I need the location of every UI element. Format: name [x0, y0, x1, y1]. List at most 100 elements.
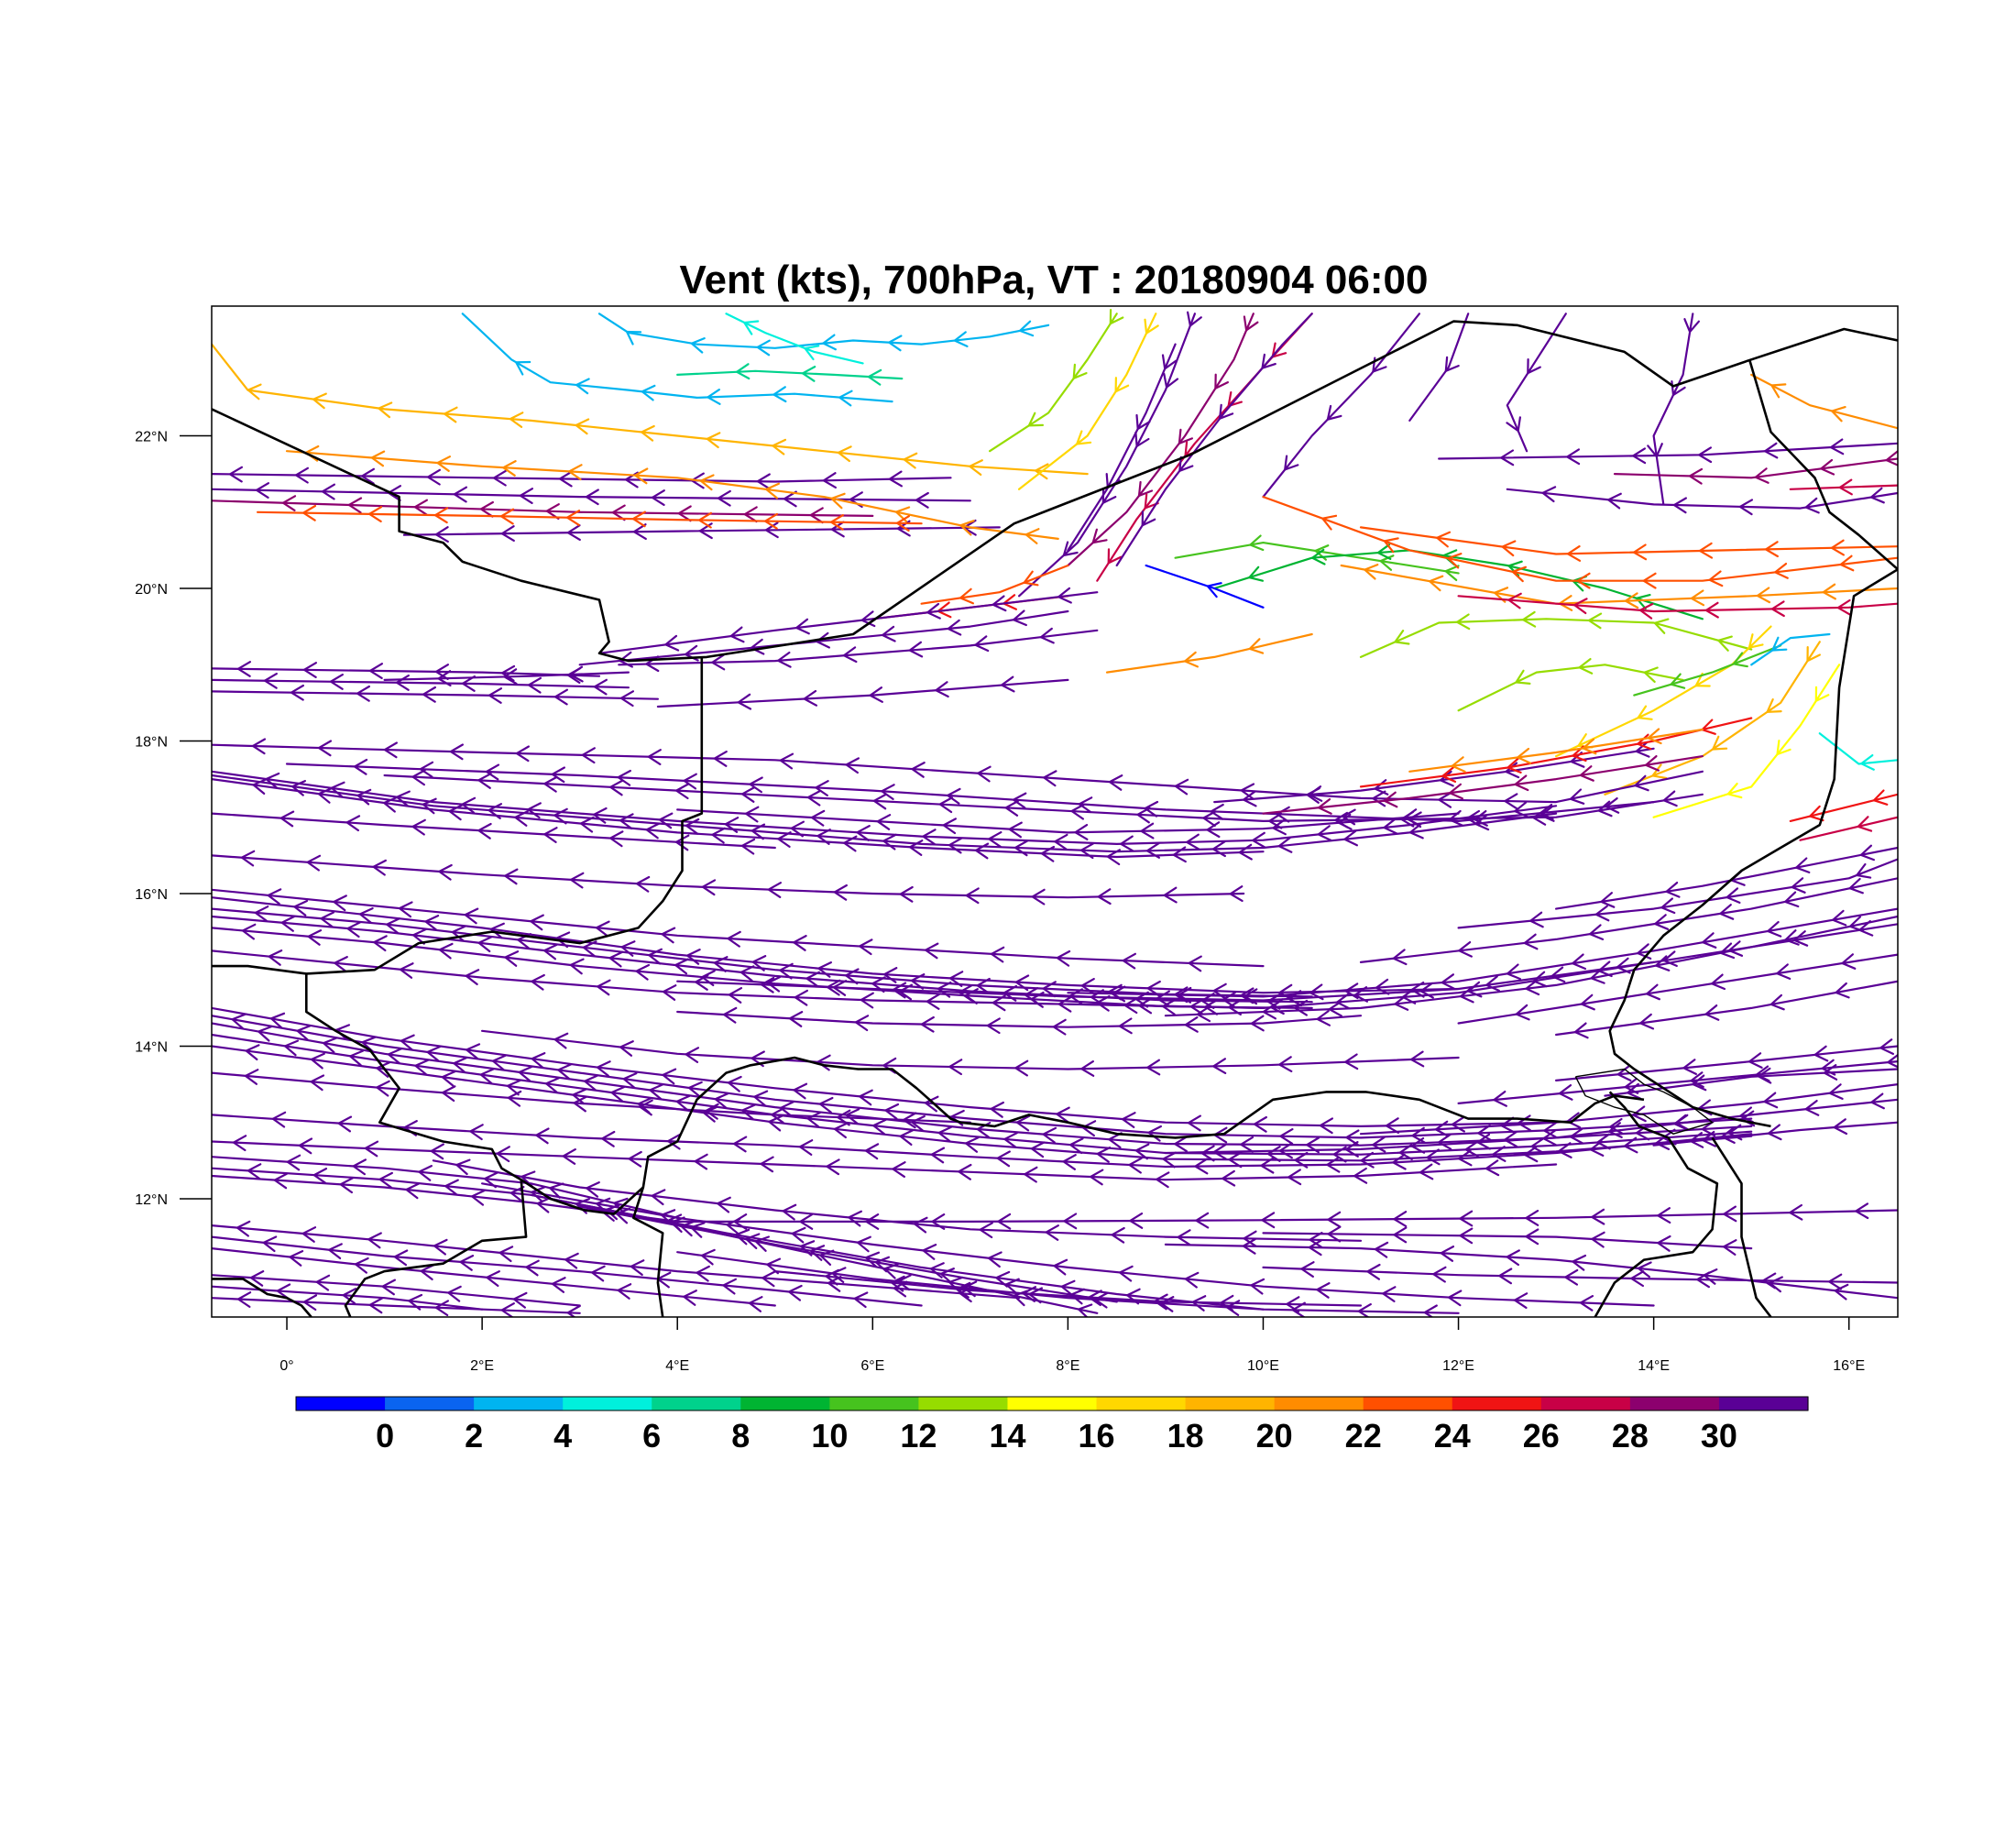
streamline-arrowhead — [1155, 1171, 1170, 1189]
streamline-arrowhead — [871, 793, 888, 810]
streamline-arrowhead — [1790, 877, 1806, 894]
streamline-arrowhead — [246, 1163, 262, 1180]
streamline-arrowhead — [937, 1125, 953, 1143]
country-border — [212, 320, 1898, 663]
streamline-path — [383, 671, 630, 682]
streamline-arrowhead — [1581, 738, 1597, 755]
streamline-arrowhead — [478, 500, 495, 518]
streamline-arrowhead — [713, 1092, 729, 1109]
streamline-arrowhead — [1110, 1226, 1125, 1244]
streamline-arrowhead — [731, 1136, 748, 1153]
streamline-arrowhead — [1633, 774, 1649, 792]
streamline-arrowhead — [1218, 403, 1234, 421]
streamline-arrowhead — [755, 339, 771, 357]
streamline-arrowhead — [1326, 1211, 1342, 1228]
streamline-arrowhead — [1107, 1132, 1123, 1149]
streamline-arrowhead — [1144, 493, 1159, 510]
x-tick-label: 0° — [279, 1358, 293, 1374]
streamline-arrowhead — [1636, 705, 1653, 720]
streamline-arrowhead — [674, 834, 690, 851]
streamline-arrowhead — [1654, 1134, 1671, 1151]
streamline-arrowhead — [1737, 499, 1754, 516]
streamline-arrowhead — [502, 668, 518, 686]
streamline-arrowhead — [883, 1103, 900, 1120]
streamline-arrowhead — [1293, 999, 1309, 1016]
streamline-path — [725, 313, 864, 365]
streamline-arrowhead — [794, 618, 810, 635]
streamline-arrowhead — [747, 1296, 763, 1312]
streamline-arrowhead — [316, 740, 333, 757]
streamline-arrowhead — [1024, 528, 1040, 544]
streamline-arrowhead — [526, 676, 542, 694]
streamline-arrowhead — [1077, 1303, 1093, 1317]
streamline-arrowhead — [985, 1017, 1001, 1035]
streamline-arrowhead — [1710, 973, 1726, 991]
streamlines — [212, 309, 1898, 1317]
streamline-arrowhead — [386, 1048, 402, 1065]
streamline — [212, 684, 660, 708]
streamline-path — [1789, 793, 1898, 823]
streamline-path — [212, 343, 1089, 476]
streamline-arrowhead — [336, 1115, 353, 1133]
streamline-arrowhead — [564, 1252, 579, 1269]
streamline-arrowhead — [634, 875, 651, 893]
streamline-arrowhead — [1814, 686, 1830, 703]
streamline-arrowhead — [1599, 892, 1616, 908]
streamline-arrowhead — [524, 1259, 540, 1277]
streamline-path — [676, 1251, 1460, 1314]
streamline-arrowhead — [742, 320, 760, 335]
streamline-arrowhead — [1794, 857, 1811, 874]
streamline-arrowhead — [1375, 543, 1392, 561]
streamline-arrowhead — [896, 1274, 912, 1291]
streamline-arrowhead — [301, 1226, 317, 1243]
streamline-arrowhead — [1454, 613, 1471, 631]
streamline-arrowhead — [1528, 911, 1544, 928]
streamline-arrowhead — [1278, 1127, 1294, 1145]
streamline-arrowhead — [306, 928, 323, 946]
streamline-arrowhead — [550, 1277, 566, 1293]
streamline-arrowhead — [279, 810, 295, 828]
streamline-path — [212, 1285, 484, 1311]
streamline-arrowhead — [1838, 554, 1855, 572]
streamline-arrowhead — [240, 923, 257, 940]
streamline — [212, 888, 1265, 972]
country-border — [1711, 1136, 1772, 1317]
streamline-arrowhead — [413, 1059, 430, 1076]
streamline-arrowhead — [518, 488, 534, 505]
streamline-arrowhead — [542, 775, 558, 793]
streamline-arrowhead — [702, 1105, 718, 1123]
streamline-arrowhead — [266, 888, 282, 906]
streamline-arrowhead — [1029, 1141, 1046, 1158]
streamline-arrowhead — [892, 1280, 908, 1298]
streamline-path — [1067, 343, 1177, 552]
streamline-arrowhead — [556, 1063, 573, 1081]
streamline-arrowhead — [1828, 438, 1845, 456]
streamline-path — [1359, 877, 1898, 964]
streamline-arrowhead — [1359, 1151, 1375, 1169]
streamline-arrowhead — [568, 872, 585, 889]
streamline-arrowhead — [987, 830, 1003, 848]
y-tick-label: 12°N — [135, 1192, 168, 1208]
streamline-arrowhead — [712, 750, 728, 767]
streamline-path — [1067, 907, 1898, 998]
colorbar-swatch — [474, 1397, 564, 1410]
streamline — [597, 587, 1099, 654]
streamline-path — [1359, 526, 1898, 555]
streamline-arrowhead — [433, 507, 449, 524]
streamline — [1438, 438, 1898, 466]
streamline-arrowhead — [740, 838, 756, 855]
streamline-arrowhead — [464, 969, 480, 986]
streamline-arrowhead — [1475, 1133, 1492, 1150]
streamline-arrowhead — [1171, 846, 1187, 863]
colorbar-swatch — [1363, 1397, 1453, 1410]
streamline — [1017, 313, 1159, 490]
streamline-arrowhead — [1769, 383, 1787, 399]
streamline-arrowhead — [631, 523, 647, 541]
streamline-arrowhead — [866, 368, 882, 386]
streamline-arrowhead — [1506, 416, 1522, 434]
streamline-path — [257, 510, 923, 525]
streamline-arrowhead — [1241, 790, 1257, 807]
streamline-arrowhead — [369, 450, 386, 467]
streamline-arrowhead — [380, 1279, 396, 1296]
streamline-arrowhead — [699, 1248, 716, 1266]
